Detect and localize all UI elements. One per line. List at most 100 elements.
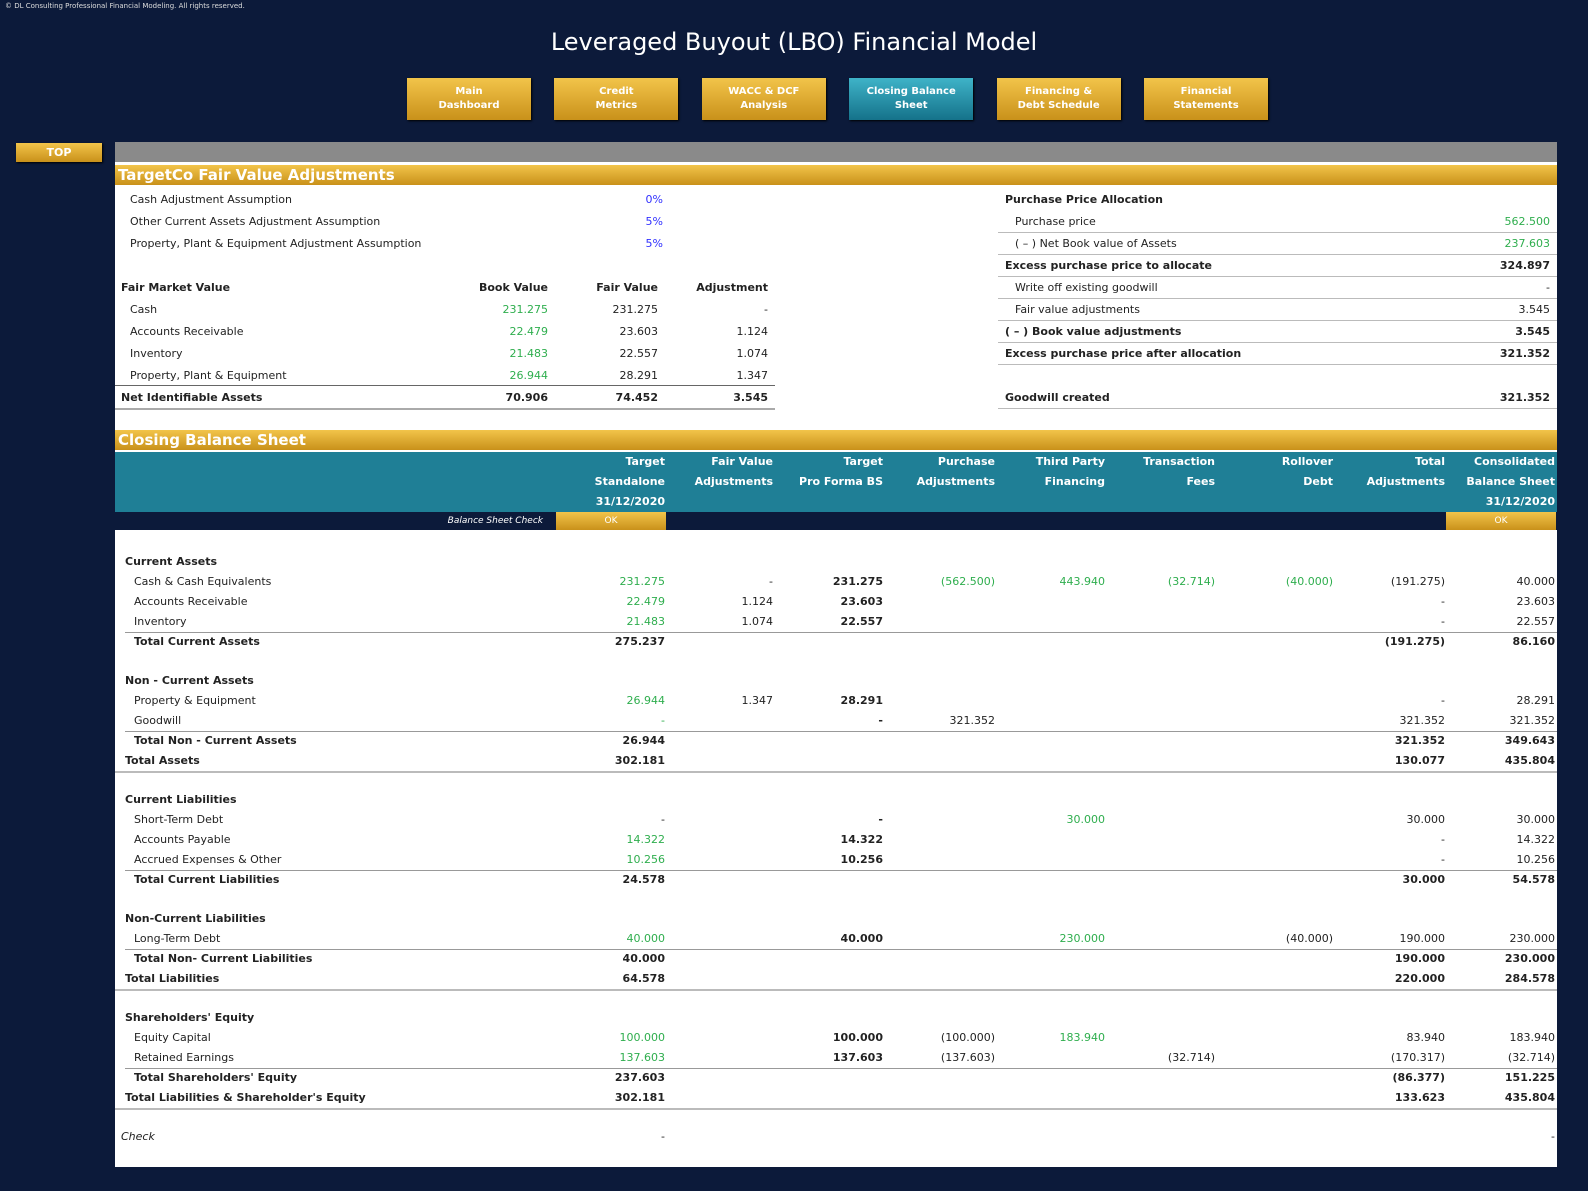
cell-value: 22.479	[626, 595, 666, 608]
column-header: Pro Forma BS	[799, 475, 883, 488]
ppa-label: ( – ) Book value adjustments	[1005, 325, 1182, 338]
cell-value: 230.000	[1059, 932, 1106, 945]
cell-value: (86.377)	[1392, 1071, 1445, 1084]
nav-button[interactable]: WACC & DCF Analysis	[701, 78, 826, 120]
rule	[998, 298, 1557, 299]
assumption-value: 5%	[645, 215, 663, 228]
cell-value: 21.483	[626, 615, 666, 628]
cell-value: 22.557	[1516, 615, 1556, 628]
cell-value: 10.256	[626, 853, 666, 866]
row-label: Total Current Assets	[134, 635, 260, 648]
cell-value: 14.322	[626, 833, 666, 846]
rule	[125, 731, 1557, 732]
cell-value: 190.000	[1394, 952, 1445, 965]
check-status: OK	[556, 512, 666, 530]
cell-value: (40.000)	[1285, 575, 1333, 588]
rule	[115, 989, 1557, 991]
total-label: Net Identifiable Assets	[121, 391, 263, 404]
rule	[998, 254, 1557, 255]
nav-button[interactable]: Credit Metrics	[554, 78, 679, 120]
rule	[125, 632, 1557, 633]
row-label: Total Assets	[125, 754, 200, 767]
cell-value: (137.603)	[940, 1051, 995, 1064]
total-value: 3.545	[733, 391, 768, 404]
cell-value: 231.275	[619, 575, 666, 588]
nav-button-label: Debt Schedule	[1017, 100, 1100, 111]
column-header: Adjustments	[1366, 475, 1445, 488]
check-band	[115, 512, 1557, 530]
cell-value: 22.557	[619, 347, 659, 360]
nav-button[interactable]: Financial Statements	[1144, 78, 1268, 120]
section-banner: TargetCo Fair Value Adjustments	[115, 165, 1557, 185]
cell-value: 284.578	[1504, 972, 1555, 985]
row-label: Total Shareholders' Equity	[134, 1071, 298, 1084]
column-header: Fees	[1186, 475, 1215, 488]
cell-value: 321.352	[949, 714, 996, 727]
cell-value: 190.000	[1399, 932, 1446, 945]
cell-value: 130.077	[1394, 754, 1445, 767]
nav-button-label: Sheet	[894, 100, 928, 111]
cell-value: 23.603	[840, 595, 883, 608]
row-label: Short-Term Debt	[134, 813, 224, 826]
cell-value: 14.322	[1516, 833, 1556, 846]
cell-value: 1.347	[741, 694, 774, 707]
top-button[interactable]: TOP	[16, 143, 102, 162]
row-label: Shareholders' Equity	[125, 1011, 255, 1024]
cell-value: 237.603	[614, 1071, 665, 1084]
nav-button[interactable]: Financing & Debt Schedule	[996, 78, 1121, 120]
nav-button-label: Dashboard	[438, 100, 500, 111]
cell-value: 1.074	[736, 347, 769, 360]
column-header: Target	[843, 455, 883, 468]
cell-value: -	[1441, 853, 1445, 866]
nav-button-label: Statements	[1173, 100, 1239, 111]
cell-value: (170.317)	[1390, 1051, 1445, 1064]
row-label: Inventory	[130, 347, 183, 360]
cell-value: 30.000	[1406, 813, 1446, 826]
ppa-value: 3.545	[1518, 303, 1551, 316]
nav-button-label: Metrics	[595, 100, 638, 111]
cell-value: 183.940	[1509, 1031, 1556, 1044]
section-banner: Closing Balance Sheet	[115, 430, 1557, 450]
rule	[998, 232, 1557, 233]
page-title: Leveraged Buyout (LBO) Financial Model	[550, 28, 1038, 56]
row-label: Inventory	[134, 615, 187, 628]
cell-value: 151.225	[1504, 1071, 1555, 1084]
row-label: Retained Earnings	[134, 1051, 234, 1064]
cell-value: (32.714)	[1167, 1051, 1215, 1064]
ppa-label: ( – ) Net Book value of Assets	[1015, 237, 1177, 250]
cell-value: -	[1441, 694, 1445, 707]
cell-value: -	[1551, 1130, 1555, 1143]
cell-value: 435.804	[1504, 754, 1555, 767]
cell-value: -	[1441, 615, 1445, 628]
cell-value: 22.479	[509, 325, 549, 338]
row-label: Accounts Receivable	[134, 595, 248, 608]
nav-button[interactable]: Main Dashboard	[407, 78, 531, 120]
ppa-label: Excess purchase price after allocation	[1005, 347, 1242, 360]
cell-value: 30.000	[1066, 813, 1106, 826]
row-label: Property, Plant & Equipment	[130, 369, 287, 382]
column-header: Adjustments	[916, 475, 995, 488]
assumption-label: Cash Adjustment Assumption	[130, 193, 292, 206]
cell-value: -	[1441, 595, 1445, 608]
cell-value: 23.603	[1516, 595, 1556, 608]
cell-value: 321.352	[1509, 714, 1556, 727]
main-panel: TargetCo Fair Value Adjustments Closing …	[115, 142, 1557, 1167]
cell-value: 100.000	[619, 1031, 666, 1044]
cell-value: -	[769, 575, 773, 588]
cell-value: (40.000)	[1285, 932, 1333, 945]
cell-value: 14.322	[840, 833, 883, 846]
cell-value: 435.804	[1504, 1091, 1555, 1104]
cell-value: 40.000	[622, 952, 665, 965]
ppa-value: 237.603	[1504, 237, 1551, 250]
nav-button[interactable]: Closing Balance Sheet	[849, 78, 974, 120]
column-header: Rollover	[1281, 455, 1333, 468]
cell-value: 22.557	[840, 615, 883, 628]
total-value: 70.906	[505, 391, 548, 404]
cell-value: 26.944	[622, 734, 665, 747]
column-header: Purchase	[937, 455, 995, 468]
cell-value: 28.291	[840, 694, 883, 707]
row-label: Goodwill	[134, 714, 182, 727]
column-header: Target	[625, 455, 665, 468]
